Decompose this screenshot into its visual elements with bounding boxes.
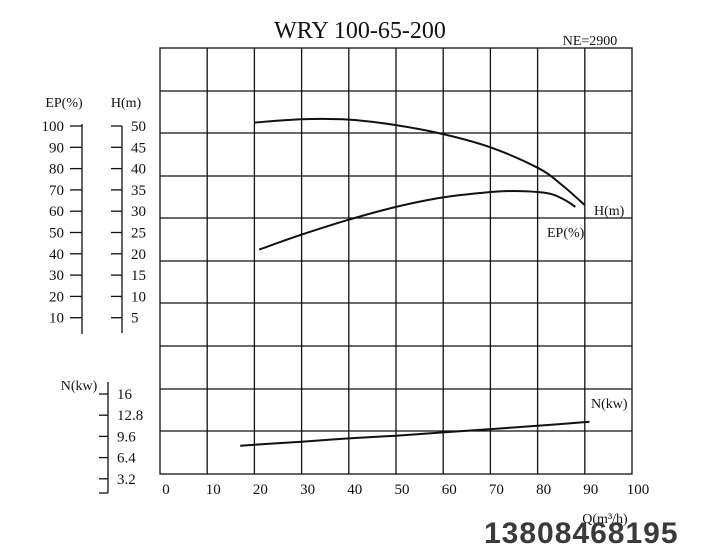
ep-tick-label: 40 (49, 247, 64, 263)
x-axis-label: Q(m³/h) (582, 512, 628, 527)
ep-tick-label: 10 (49, 311, 64, 327)
h-tick-label: 25 (131, 226, 146, 242)
h-curve (254, 117, 586, 206)
h-tick-label: 30 (131, 204, 146, 220)
h-curve-label: H(m) (594, 204, 625, 219)
series (240, 117, 590, 447)
ep-axis-label: EP(%) (45, 96, 83, 111)
ep-curve-label: EP(%) (547, 226, 585, 241)
h-tick-label: 5 (131, 311, 139, 327)
ep-curve (258, 189, 576, 251)
ep-tick-label: 50 (49, 226, 64, 242)
h-tick-label: 45 (131, 140, 146, 156)
h-tick-label: 50 (131, 119, 146, 135)
n-tick-label: 12.8 (117, 408, 143, 424)
x-tick-label: 50 (395, 482, 410, 498)
h-tick-label: 35 (131, 183, 146, 199)
chart-title: WRY 100-65-200 (274, 18, 446, 44)
x-tick-label: 60 (442, 482, 457, 498)
n-curve-label: N(kw) (591, 397, 628, 412)
series-labels: H(m) EP(%) N(kw) (547, 204, 628, 412)
n-curve (240, 420, 590, 447)
x-tick-label: 80 (536, 482, 551, 498)
n-tick-label: 9.6 (117, 429, 136, 445)
plot-grid (159, 47, 633, 475)
ep-tick-label: 20 (49, 289, 64, 305)
h-tick-label: 10 (131, 289, 146, 305)
x-tick-label: 30 (300, 482, 315, 498)
axes: 0 10 20 30 40 50 60 70 80 90 100 EP(%) 100 90 80 70 60 50… (42, 96, 650, 498)
ep-tick-label: 30 (49, 268, 64, 284)
x-tick-label: 10 (206, 482, 221, 498)
ep-tick-label: 90 (49, 140, 64, 156)
n-tick-label: 6.4 (117, 451, 136, 467)
n-tick-label: 3.2 (117, 472, 136, 488)
x-tick-label: 90 (583, 482, 598, 498)
x-tick-label: 40 (347, 482, 362, 498)
ep-tick-label: 100 (42, 119, 65, 135)
n-tick-label: 16 (117, 387, 133, 403)
x-tick-label: 20 (253, 482, 268, 498)
phone-watermark: 13808468195 (484, 517, 679, 550)
ep-tick-label: 80 (49, 162, 64, 178)
ep-tick-label: 70 (49, 183, 64, 199)
h-tick-label: 40 (131, 162, 146, 178)
ep-tick-label: 60 (49, 204, 64, 220)
x-tick-label: 70 (489, 482, 504, 498)
x-tick-label: 0 (162, 482, 170, 498)
n-axis-label: N(kw) (61, 379, 98, 394)
h-tick-label: 20 (131, 247, 146, 263)
chart-subtitle: NE=2900 (563, 34, 618, 49)
x-tick-label: 100 (627, 482, 650, 498)
h-tick-label: 15 (131, 268, 146, 284)
h-axis-label: H(m) (111, 96, 142, 111)
